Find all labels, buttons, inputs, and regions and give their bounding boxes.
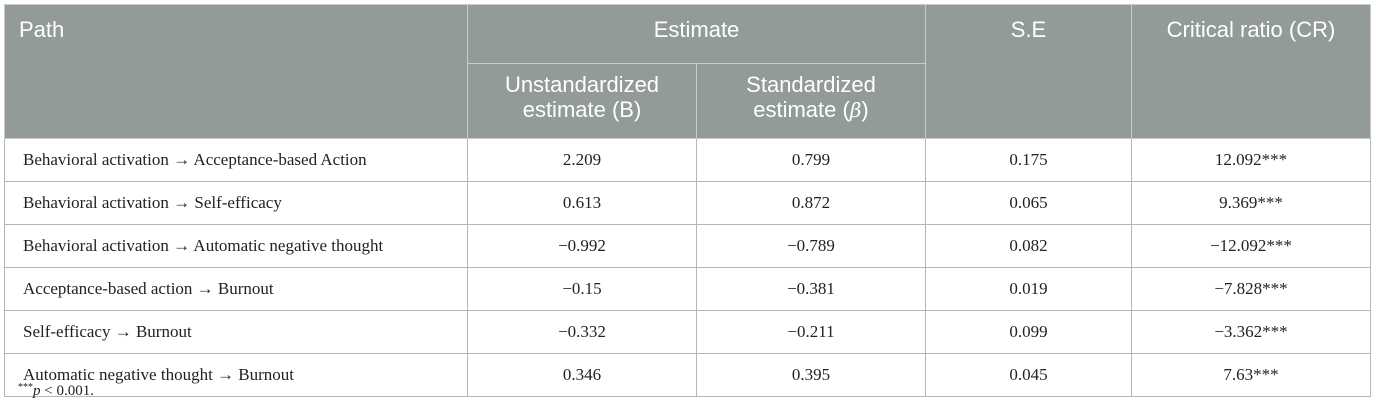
- standardized-cell: −0.211: [696, 310, 926, 354]
- cr-cell: −12.092***: [1131, 224, 1371, 268]
- path-cell: Self-efficacy → Burnout: [4, 310, 468, 354]
- standardized-cell: −0.789: [696, 224, 926, 268]
- se-cell: 0.045: [925, 353, 1132, 397]
- footnote-p: p: [33, 383, 41, 399]
- se-cell: 0.082: [925, 224, 1132, 268]
- unstandardized-cell: −0.992: [467, 224, 697, 268]
- table-body: Behavioral activation → Acceptance-based…: [4, 138, 1371, 397]
- header-unstandardized-line1: Unstandardized: [504, 72, 660, 97]
- table-row: Self-efficacy → Burnout −0.332 −0.211 0.…: [4, 310, 1371, 354]
- header-estimate: Estimate: [467, 4, 926, 64]
- header-se: S.E: [925, 4, 1132, 139]
- cr-cell: −7.828***: [1131, 267, 1371, 311]
- table-row: Behavioral activation → Self-efficacy 0.…: [4, 181, 1371, 225]
- path-cell: Behavioral activation → Self-efficacy: [4, 181, 468, 225]
- table-header: Path Estimate S.E Critical ratio (CR) Un…: [4, 4, 1371, 139]
- header-standardized: Standardized estimate (β): [696, 63, 926, 139]
- table-row: Automatic negative thought → Burnout 0.3…: [4, 353, 1371, 397]
- path-cell: Acceptance-based action → Burnout: [4, 267, 468, 311]
- unstandardized-cell: −0.332: [467, 310, 697, 354]
- se-cell: 0.099: [925, 310, 1132, 354]
- table-row: Behavioral activation → Acceptance-based…: [4, 138, 1371, 182]
- header-critical-ratio: Critical ratio (CR): [1131, 4, 1371, 139]
- standardized-cell: 0.799: [696, 138, 926, 182]
- footnote-stars: ***: [18, 382, 33, 393]
- standardized-cell: 0.872: [696, 181, 926, 225]
- path-cell: Automatic negative thought → Burnout: [4, 353, 468, 397]
- cr-cell: 12.092***: [1131, 138, 1371, 182]
- table-row: Behavioral activation → Automatic negati…: [4, 224, 1371, 268]
- path-estimates-table: Path Estimate S.E Critical ratio (CR) Un…: [4, 4, 1371, 397]
- header-standardized-close: ): [861, 97, 869, 122]
- se-cell: 0.019: [925, 267, 1132, 311]
- table-row: Acceptance-based action → Burnout −0.15 …: [4, 267, 1371, 311]
- path-cell: Behavioral activation → Acceptance-based…: [4, 138, 468, 182]
- unstandardized-cell: −0.15: [467, 267, 697, 311]
- cr-cell: −3.362***: [1131, 310, 1371, 354]
- table-footnote: ***p < 0.001.: [18, 382, 94, 400]
- header-unstandardized: Unstandardized estimate (B): [467, 63, 697, 139]
- se-cell: 0.175: [925, 138, 1132, 182]
- standardized-cell: −0.381: [696, 267, 926, 311]
- footnote-text: < 0.001.: [40, 383, 94, 399]
- standardized-cell: 0.395: [696, 353, 926, 397]
- header-standardized-line2: estimate (: [753, 97, 850, 122]
- unstandardized-cell: 0.613: [467, 181, 697, 225]
- header-path: Path: [4, 4, 468, 139]
- path-cell: Behavioral activation → Automatic negati…: [4, 224, 468, 268]
- beta-symbol: β: [849, 98, 862, 122]
- results-table-container: Path Estimate S.E Critical ratio (CR) Un…: [4, 4, 1371, 397]
- cr-cell: 9.369***: [1131, 181, 1371, 225]
- unstandardized-cell: 2.209: [467, 138, 697, 182]
- cr-cell: 7.63***: [1131, 353, 1371, 397]
- se-cell: 0.065: [925, 181, 1132, 225]
- header-standardized-line1: Standardized: [746, 72, 876, 97]
- unstandardized-cell: 0.346: [467, 353, 697, 397]
- header-unstandardized-line2: estimate (B): [522, 97, 642, 122]
